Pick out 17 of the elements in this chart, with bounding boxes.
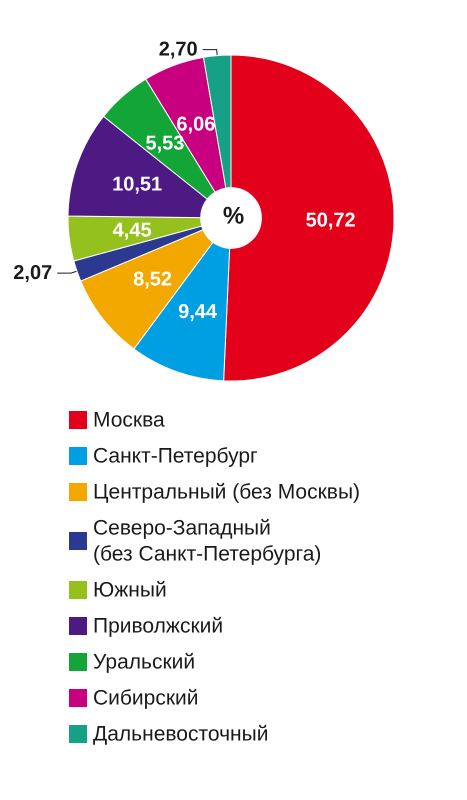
legend-label: Москва: [93, 408, 166, 432]
data-label: 10,51: [112, 174, 162, 196]
legend-label: Северо-Западный (без Санкт-Петербурга): [93, 516, 322, 566]
data-label: 9,44: [178, 300, 218, 323]
data-label: 50,72: [306, 209, 356, 232]
data-label: 4,45: [112, 220, 152, 242]
legend-label: Санкт-Петербург: [93, 444, 258, 468]
data-label: 8,52: [133, 268, 172, 290]
legend-label: Приволжский: [93, 614, 224, 638]
legend-label: Сибирский: [93, 686, 198, 710]
data-label: 2,70: [158, 38, 198, 61]
legend-label: Дальневосточный: [93, 722, 268, 746]
text: %: [222, 202, 244, 230]
legend-label: Уральский: [93, 650, 196, 674]
legend-label: Южный: [93, 578, 167, 602]
data-label: 2,07: [13, 262, 52, 284]
legend-label: Центральный (без Москвы): [93, 480, 360, 504]
